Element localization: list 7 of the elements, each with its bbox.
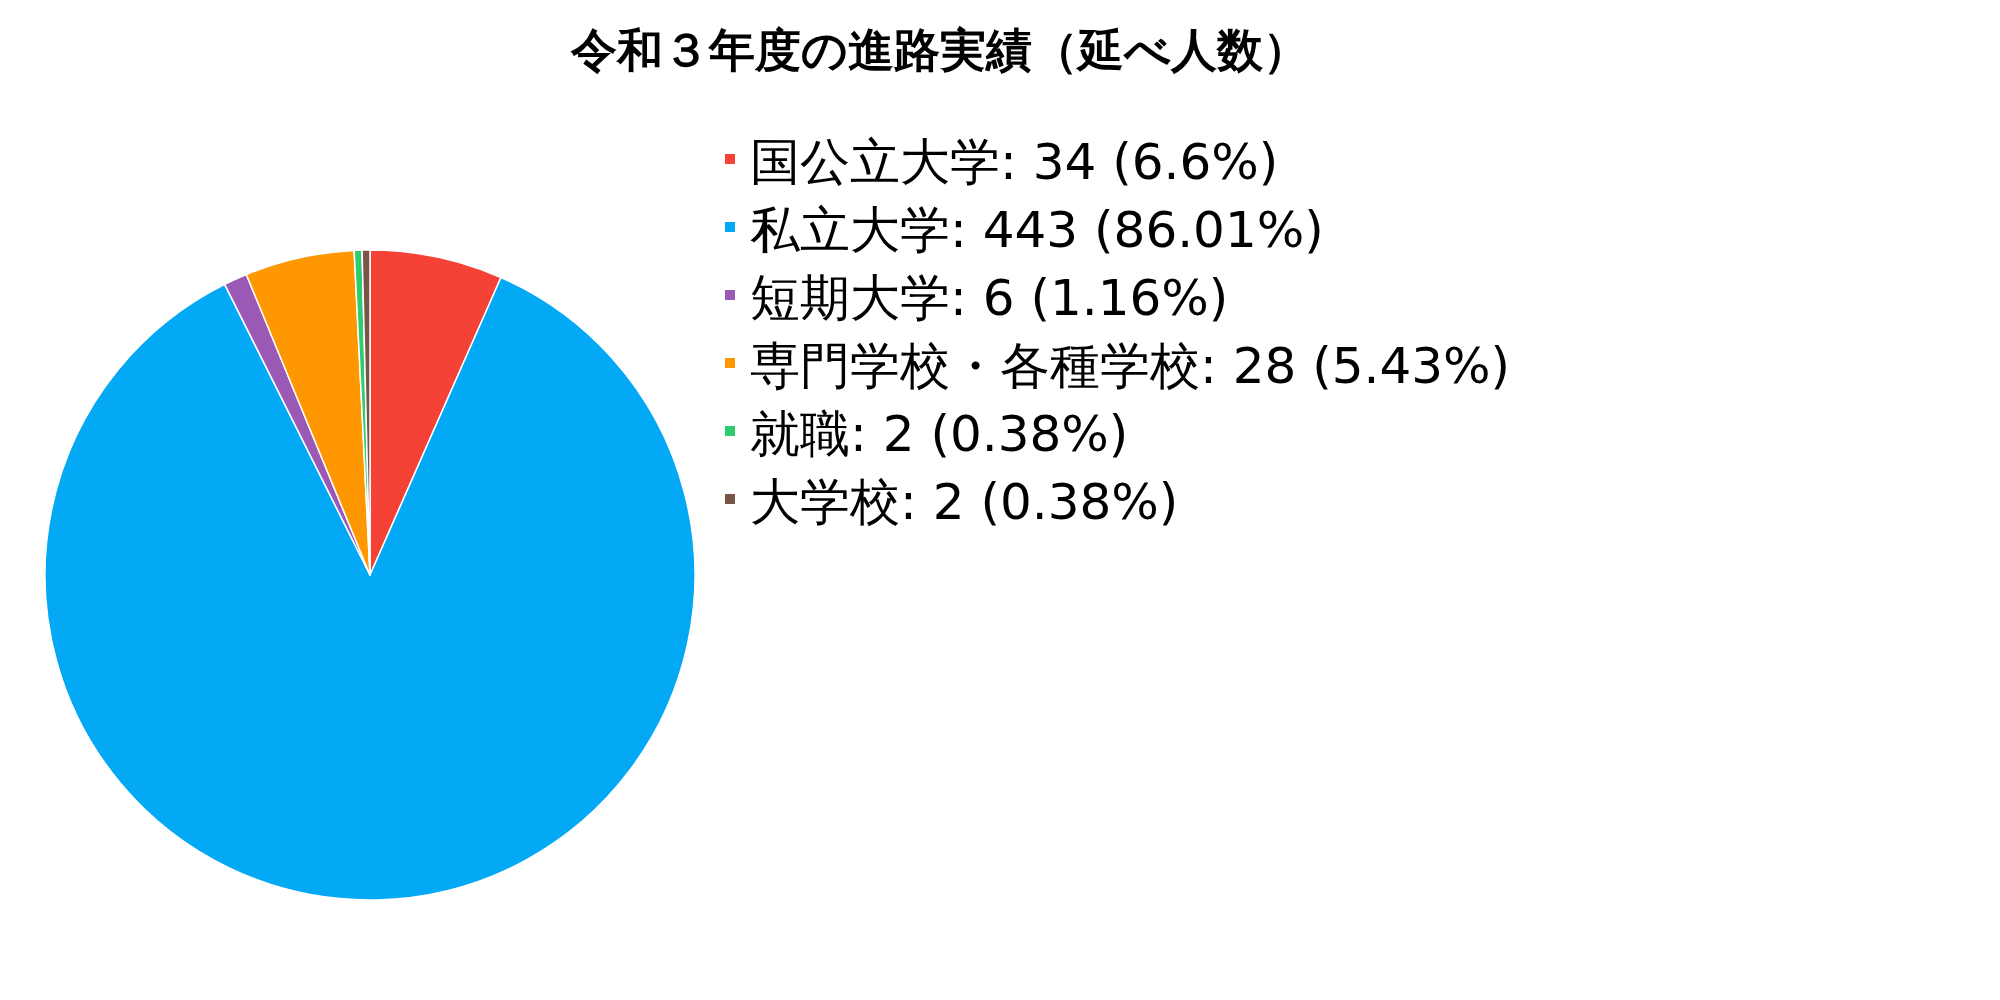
legend-label: 専門学校・各種学校: 28 (5.43%) [750,336,1511,395]
legend-label: 大学校: 2 (0.38%) [750,472,1179,531]
legend-label: 国公立大学: 34 (6.6%) [750,132,1279,191]
legend-label: 就職: 2 (0.38%) [750,404,1129,463]
chart-title: 令和３年度の進路実績（延べ人数） [570,23,1309,78]
legend-label: 私立大学: 443 (86.01%) [750,200,1324,259]
legend-label: 短期大学: 6 (1.16%) [750,268,1229,327]
